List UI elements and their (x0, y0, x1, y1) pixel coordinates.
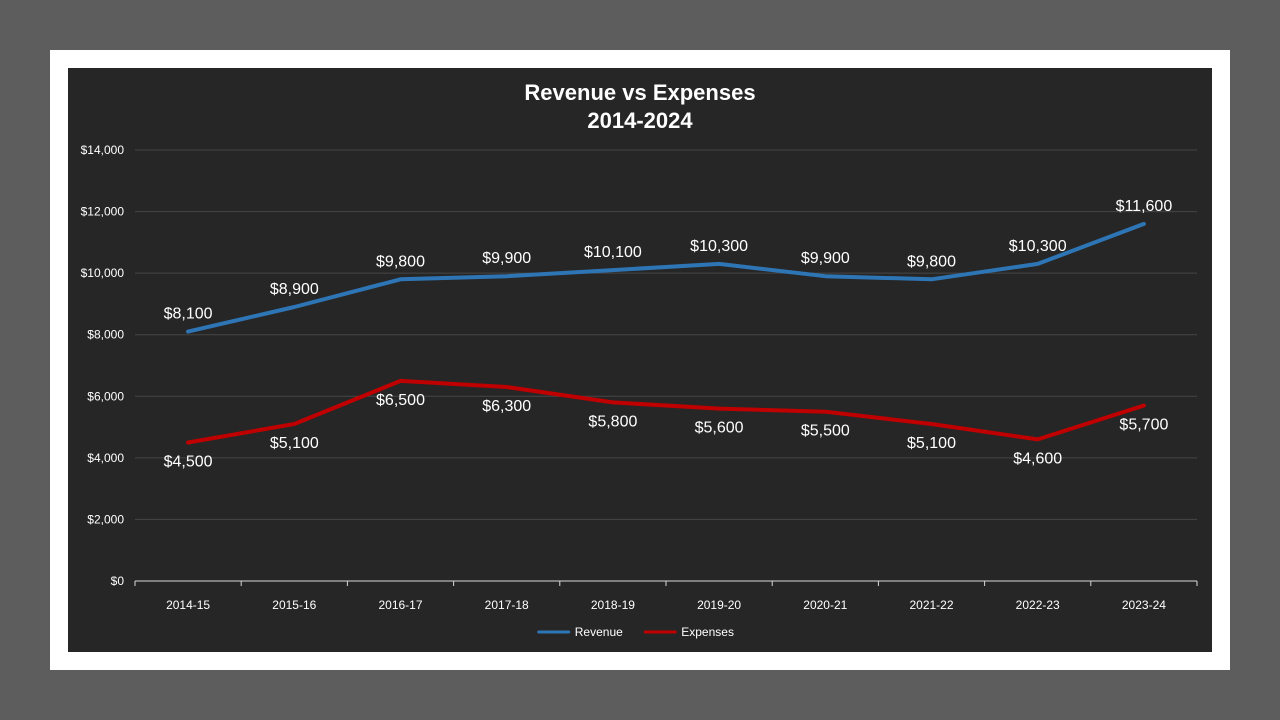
data-label: $6,300 (482, 398, 531, 415)
x-tick-label: 2017-18 (485, 598, 529, 612)
data-label: $5,800 (588, 413, 637, 430)
legend-label-revenue: Revenue (575, 625, 623, 639)
chart-subtitle: 2014-2024 (587, 108, 693, 133)
y-tick-label: $2,000 (87, 512, 124, 526)
y-tick-label: $6,000 (87, 389, 124, 403)
x-tick-label: 2023-24 (1122, 598, 1166, 612)
data-label: $5,600 (695, 420, 744, 437)
x-tick-label: 2015-16 (272, 598, 316, 612)
data-label: $10,100 (584, 244, 642, 261)
y-tick-label: $4,000 (87, 451, 124, 465)
data-label: $6,500 (376, 392, 425, 409)
chart-panel: Revenue vs Expenses 2014-2024 $0 $2,000 $4… (68, 68, 1212, 652)
x-tick-label: 2021-22 (909, 598, 953, 612)
line-chart: $0 $2,000 $4,000 $6,000 $8,000 $10,000 $12,000… (81, 143, 1198, 639)
y-tick-label: $0 (111, 574, 125, 588)
x-tick-label: 2022-23 (1016, 598, 1060, 612)
x-tick-label: 2019-20 (697, 598, 741, 612)
series-line-expenses (186, 378, 1146, 445)
data-label: $9,800 (376, 253, 425, 270)
y-tick-label: $12,000 (81, 205, 125, 219)
x-tick-label: 2014-15 (166, 598, 210, 612)
data-label: $9,900 (801, 250, 850, 267)
data-label: $5,100 (907, 435, 956, 452)
chart-title: Revenue vs Expenses (524, 80, 756, 105)
data-label: $4,600 (1013, 450, 1062, 467)
x-tick-label: 2020-21 (803, 598, 847, 612)
data-label: $4,500 (164, 453, 213, 470)
x-tick-label: 2016-17 (378, 598, 422, 612)
data-label: $5,100 (270, 435, 319, 452)
data-label: $8,900 (270, 281, 319, 298)
legend-label-expenses: Expenses (681, 625, 734, 639)
series-line-revenue (186, 221, 1146, 334)
y-tick-label: $14,000 (81, 143, 125, 157)
x-tick-label: 2018-19 (591, 598, 635, 612)
y-tick-label: $8,000 (87, 328, 124, 342)
data-label: $8,100 (164, 306, 213, 323)
data-label: $10,300 (1009, 238, 1067, 255)
data-label: $5,500 (801, 423, 850, 440)
data-label: $9,900 (482, 250, 531, 267)
data-label: $5,700 (1119, 417, 1168, 434)
data-label: $10,300 (690, 238, 748, 255)
data-label: $11,600 (1116, 198, 1173, 215)
data-label: $9,800 (907, 253, 956, 270)
y-tick-label: $10,000 (81, 266, 125, 280)
